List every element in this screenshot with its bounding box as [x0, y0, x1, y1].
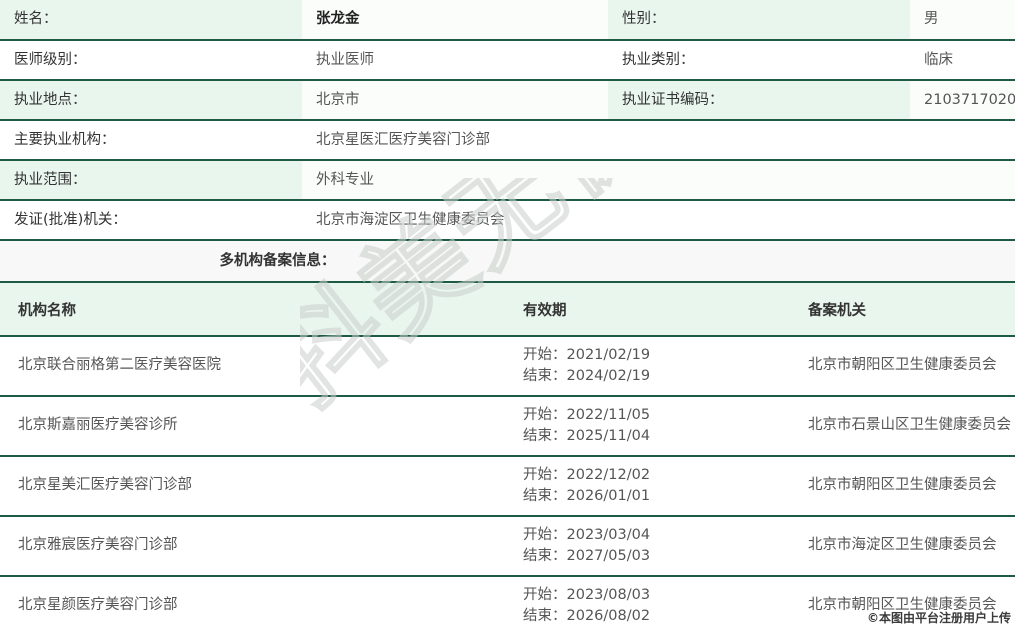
- validity-start: 开始：2023/03/04: [523, 526, 651, 543]
- table-row: 北京联合丽格第二医疗美容医院 开始：2021/02/19 结束：2024/02/…: [0, 336, 1015, 397]
- validity-end: 结束：2026/08/02: [523, 608, 651, 624]
- validity-start: 开始：2021/02/19: [523, 346, 651, 363]
- cell-authority: 北京市朝阳区卫生健康委员会: [798, 456, 1015, 517]
- value-name: 张龙金: [302, 0, 608, 41]
- cell-validity: 开始：2022/11/05 结束：2025/11/04: [513, 396, 798, 457]
- label-practice-category: 执业类别：: [608, 40, 910, 81]
- info-row-practice-location: 执业地点： 北京市 执业证书编码： 210371702000681: [0, 80, 1015, 121]
- label-license-number: 执业证书编码：: [608, 80, 910, 121]
- value-gender: 男: [910, 0, 1015, 41]
- value-main-institution: 北京星医汇医疗美容门诊部: [302, 120, 1015, 161]
- cell-org: 北京星颜医疗美容门诊部: [0, 576, 513, 629]
- cell-authority: 北京市朝阳区卫生健康委员会: [798, 336, 1015, 397]
- label-issuing-authority: 发证(批准)机关：: [0, 200, 302, 241]
- cell-validity: 开始：2023/08/03 结束：2026/08/02: [513, 576, 798, 629]
- cell-authority: 北京市朝阳区卫生健康委员会: [798, 576, 1015, 629]
- cell-org: 北京斯嘉丽医疗美容诊所: [0, 396, 513, 457]
- info-row-doctor-level: 医师级别： 执业医师 执业类别： 临床: [0, 40, 1015, 81]
- multi-institution-table: 机构名称 有效期 备案机关 北京联合丽格第二医疗美容医院 开始：2021/02/…: [0, 283, 1015, 629]
- info-row-main-institution: 主要执业机构： 北京星医汇医疗美容门诊部: [0, 120, 1015, 161]
- cell-org: 北京星美汇医疗美容门诊部: [0, 456, 513, 517]
- table-row: 北京星美汇医疗美容门诊部 开始：2022/12/02 结束：2026/01/01…: [0, 456, 1015, 517]
- validity-end: 结束：2025/11/04: [523, 428, 651, 444]
- column-header-authority: 备案机关: [798, 283, 1015, 337]
- cell-validity: 开始：2023/03/04 结束：2027/05/03: [513, 516, 798, 577]
- cell-authority: 北京市海淀区卫生健康委员会: [798, 516, 1015, 577]
- table-row: 北京斯嘉丽医疗美容诊所 开始：2022/11/05 结束：2025/11/04 …: [0, 396, 1015, 457]
- value-practice-scope: 外科专业: [302, 160, 1015, 201]
- table-row: 北京星颜医疗美容门诊部 开始：2023/08/03 结束：2026/08/02 …: [0, 576, 1015, 629]
- label-practice-scope: 执业范围：: [0, 160, 302, 201]
- table-row: 北京雅宸医疗美容门诊部 开始：2023/03/04 结束：2027/05/03 …: [0, 516, 1015, 577]
- label-practice-location: 执业地点：: [0, 80, 302, 121]
- validity-start: 开始：2023/08/03: [523, 586, 651, 603]
- table-header-row: 机构名称 有效期 备案机关: [0, 283, 1015, 337]
- value-doctor-level: 执业医师: [302, 40, 608, 81]
- cell-authority: 北京市石景山区卫生健康委员会: [798, 396, 1015, 457]
- cell-org: 北京联合丽格第二医疗美容医院: [0, 336, 513, 397]
- label-gender: 性别：: [608, 0, 910, 41]
- upload-credit-text: ©本图由平台注册用户上传: [866, 611, 1011, 625]
- validity-start: 开始：2022/11/05: [523, 406, 651, 423]
- info-row-issuing-authority: 发证(批准)机关： 北京市海淀区卫生健康委员会: [0, 200, 1015, 241]
- validity-end: 结束：2026/01/01: [523, 488, 651, 504]
- column-header-org: 机构名称: [0, 283, 513, 337]
- validity-end: 结束：2027/05/03: [523, 548, 651, 564]
- value-issuing-authority: 北京市海淀区卫生健康委员会: [302, 200, 1015, 241]
- validity-start: 开始：2022/12/02: [523, 466, 651, 483]
- label-doctor-level: 医师级别：: [0, 40, 302, 81]
- value-license-number: 210371702000681: [910, 80, 1015, 121]
- multi-institution-section-title: 多机构备案信息：: [219, 253, 336, 269]
- label-name: 姓名：: [0, 0, 302, 41]
- doctor-info-table: 姓名： 张龙金 性别： 男 医师级别： 执业医师 执业类别： 临床 执业地点： …: [0, 0, 1015, 241]
- column-header-validity: 有效期: [513, 283, 798, 337]
- info-row-name: 姓名： 张龙金 性别： 男: [0, 0, 1015, 41]
- cell-validity: 开始：2022/12/02 结束：2026/01/01: [513, 456, 798, 517]
- value-practice-category: 临床: [910, 40, 1015, 81]
- info-row-practice-scope: 执业范围： 外科专业: [0, 160, 1015, 201]
- value-practice-location: 北京市: [302, 80, 608, 121]
- label-main-institution: 主要执业机构：: [0, 120, 302, 161]
- cell-org: 北京雅宸医疗美容门诊部: [0, 516, 513, 577]
- cell-validity: 开始：2021/02/19 结束：2024/02/19: [513, 336, 798, 397]
- multi-institution-section-band: 多机构备案信息：: [0, 241, 1015, 283]
- validity-end: 结束：2024/02/19: [523, 368, 651, 384]
